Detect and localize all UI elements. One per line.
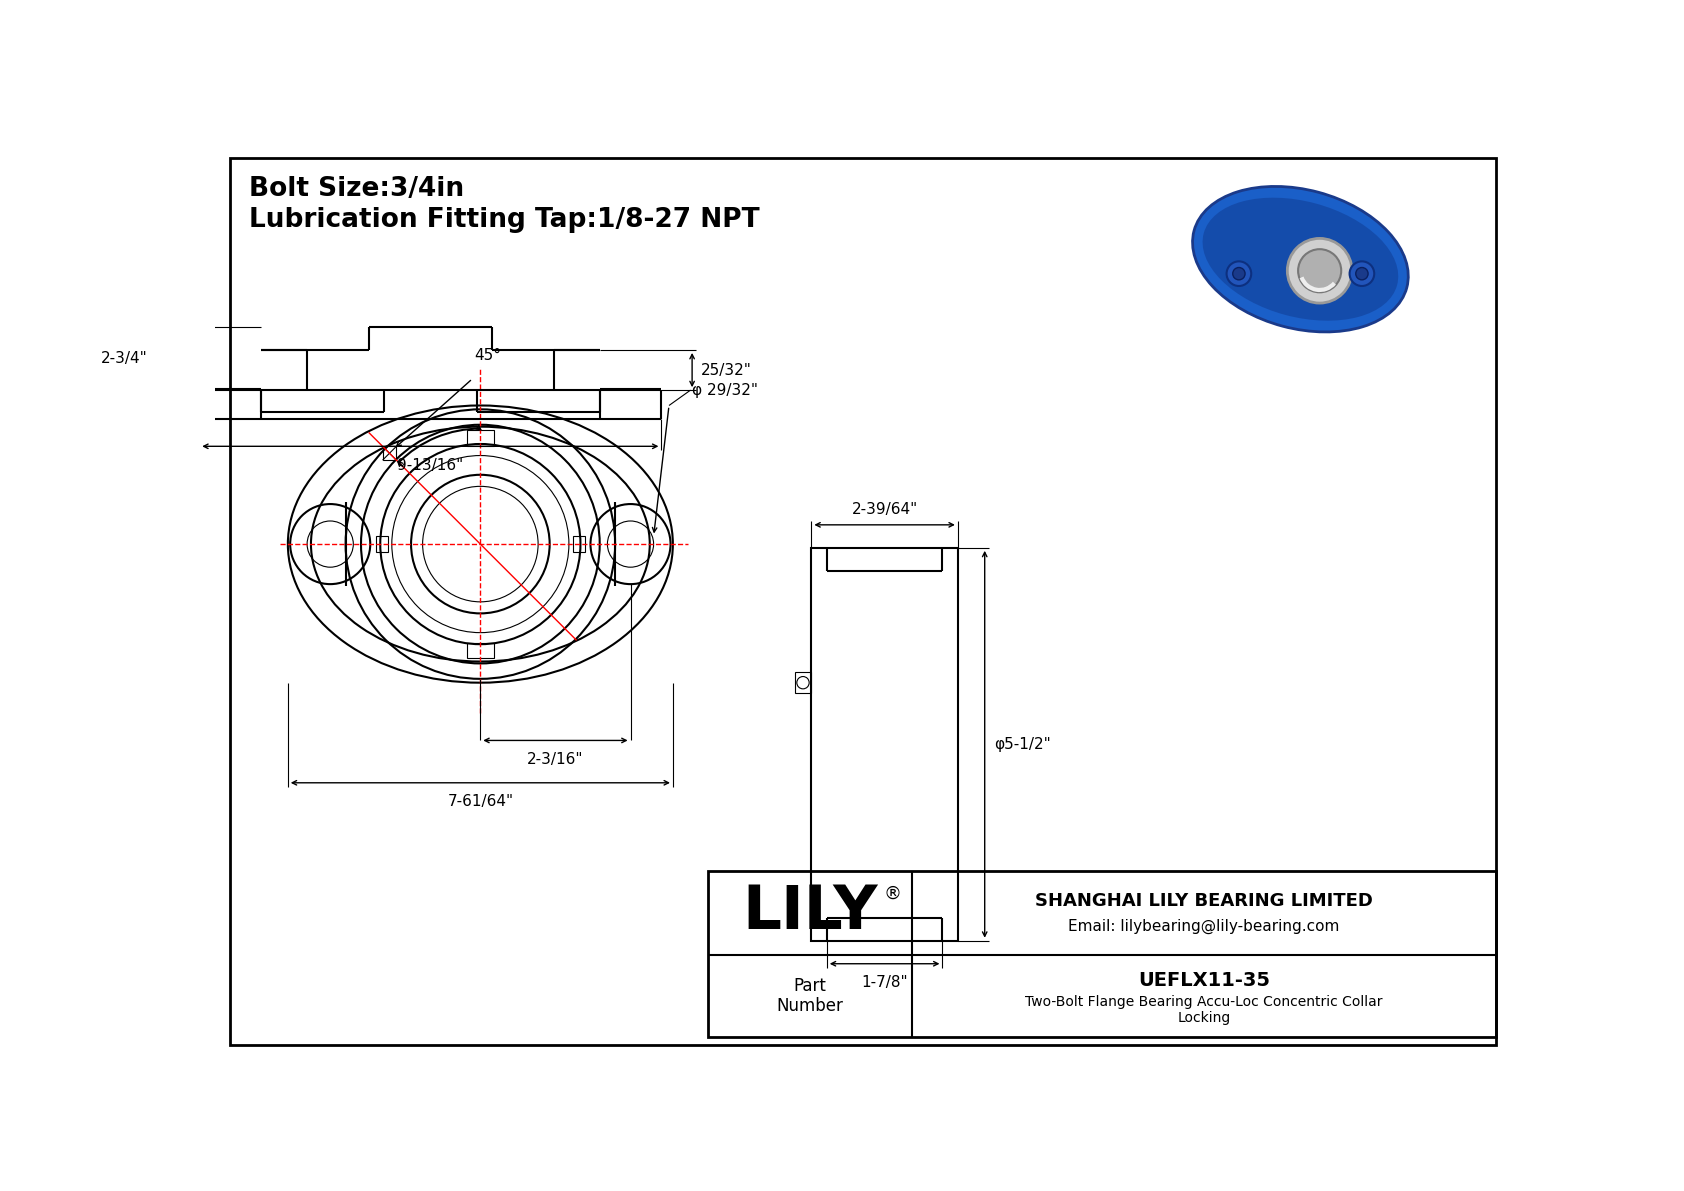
Text: UEFLX11-35: UEFLX11-35 (1138, 971, 1270, 990)
Text: SHANGHAI LILY BEARING LIMITED: SHANGHAI LILY BEARING LIMITED (1036, 892, 1372, 910)
Text: φ 29/32": φ 29/32" (692, 382, 758, 398)
Text: Lubrication Fitting Tap:1/8-27 NPT: Lubrication Fitting Tap:1/8-27 NPT (249, 207, 759, 232)
Bar (466, 643, 493, 659)
Text: 2-3/16": 2-3/16" (527, 752, 584, 767)
Bar (707, 872, 1495, 1037)
Circle shape (1349, 261, 1374, 286)
Bar (812, 548, 958, 941)
Bar (382, 447, 396, 460)
Bar (376, 536, 387, 551)
Bar (573, 536, 584, 551)
Text: 25/32": 25/32" (701, 362, 753, 378)
Text: Email: lilybearing@lily-bearing.com: Email: lilybearing@lily-bearing.com (1068, 919, 1339, 935)
Text: φ5-1/2": φ5-1/2" (994, 737, 1051, 752)
Text: 2-3/4": 2-3/4" (101, 351, 148, 366)
Bar (466, 430, 493, 445)
Circle shape (1233, 268, 1244, 280)
Circle shape (1298, 249, 1340, 292)
Text: LILY: LILY (743, 884, 877, 942)
Text: Bolt Size:3/4in: Bolt Size:3/4in (249, 176, 465, 202)
Circle shape (1356, 268, 1367, 280)
Text: 1-7/8": 1-7/8" (861, 975, 908, 990)
Text: Part
Number: Part Number (776, 977, 844, 1016)
Text: ®: ® (884, 885, 901, 903)
Ellipse shape (1202, 198, 1398, 320)
Circle shape (1287, 238, 1352, 303)
Circle shape (1226, 261, 1251, 286)
Ellipse shape (1192, 187, 1408, 332)
Text: 2-39/64": 2-39/64" (852, 503, 918, 517)
Text: 9-13/16": 9-13/16" (397, 457, 463, 473)
Text: 7-61/64": 7-61/64" (448, 794, 514, 810)
Text: Two-Bolt Flange Bearing Accu-Loc Concentric Collar
Locking: Two-Bolt Flange Bearing Accu-Loc Concent… (1026, 994, 1383, 1025)
Bar (795, 672, 812, 693)
Text: 45°: 45° (475, 348, 502, 363)
